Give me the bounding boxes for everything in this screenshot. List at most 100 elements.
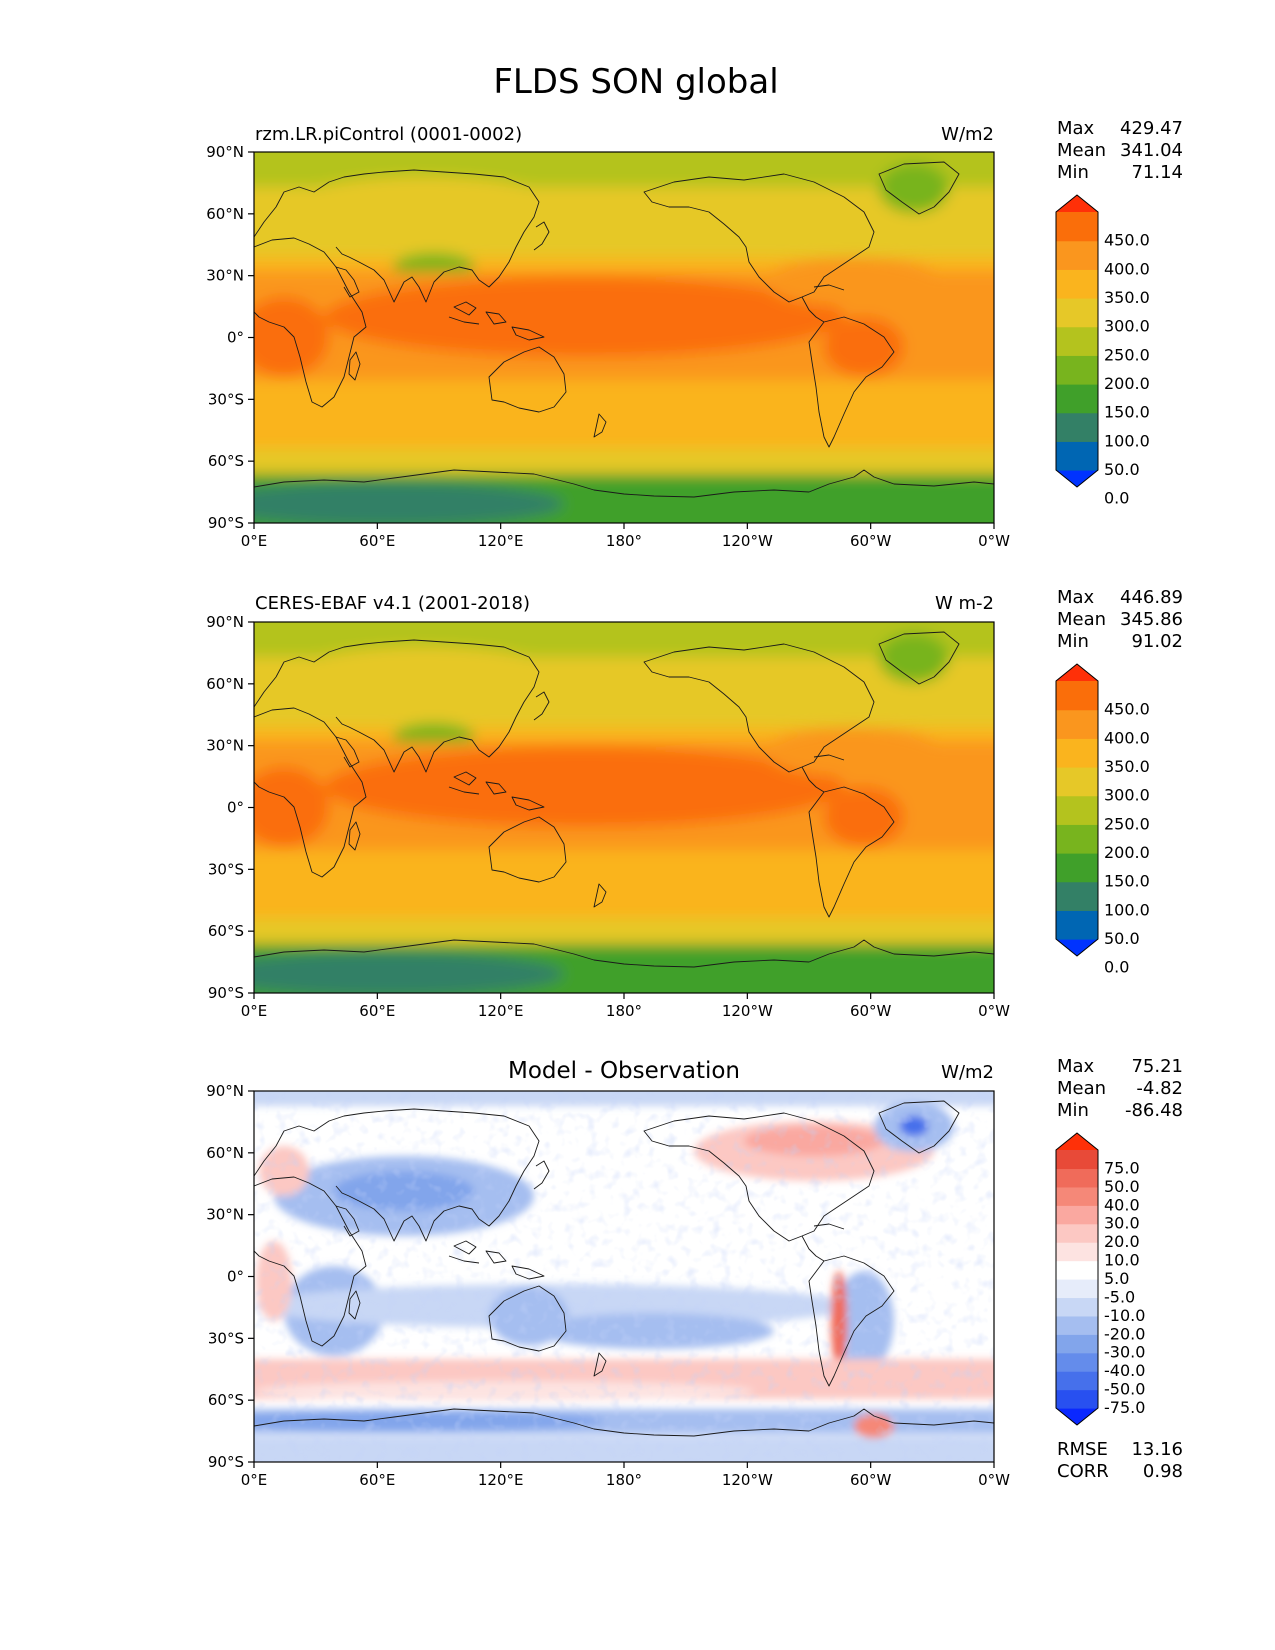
- lon-tick-label: 60°E: [359, 1471, 395, 1489]
- lon-tick-label: 0°W: [978, 1471, 1010, 1489]
- lat-tick-label: 0°: [227, 799, 244, 817]
- colorbar-outline: [1055, 194, 1099, 488]
- lon-tick-label: 60°E: [359, 532, 395, 550]
- panel-units: W/m2: [941, 124, 994, 145]
- lat-axis: 90°N 60°N 30°N 0° 30°S 60°S 90°S: [206, 143, 254, 532]
- lon-tick-label: 120°W: [722, 1002, 773, 1020]
- panel-left-title: rzm.LR.piControl (0001-0002): [255, 124, 522, 145]
- colorbar-label: -75.0: [1104, 1398, 1145, 1417]
- colorbar-segment: [1056, 355, 1098, 385]
- colorbar-segment: [1056, 384, 1098, 414]
- colorbar: 450.0 400.0 350.0 300.0 250.0 200.0 150.0 100.0…: [1055, 194, 1150, 508]
- stat-max-label: Max: [1057, 1056, 1095, 1077]
- colorbar-outline: [1055, 663, 1099, 957]
- colorbar-label: 0.0: [1104, 958, 1129, 977]
- colorbar-label: 250.0: [1104, 345, 1150, 364]
- figure-title: FLDS SON global: [493, 62, 778, 102]
- lat-tick-label: 60°S: [208, 922, 244, 940]
- lon-tick-label: 60°W: [850, 1002, 892, 1020]
- stats-block: Max 429.47 Mean 341.04 Min 71.14: [1057, 118, 1183, 183]
- lon-tick-label: 120°E: [478, 1002, 524, 1020]
- colorbar-segment: [1056, 1389, 1098, 1409]
- colorbar-segment: [1056, 1168, 1098, 1188]
- lat-tick-label: 30°S: [208, 390, 244, 408]
- lat-tick-label: 30°N: [206, 267, 244, 285]
- colorbar-extend-low: [1056, 470, 1098, 487]
- skill-block: RMSE 13.16 CORR 0.98: [1057, 1439, 1183, 1482]
- colorbar-segment: [1056, 212, 1098, 242]
- map-field: [254, 1071, 994, 1476]
- colorbar-label: 150.0: [1104, 403, 1150, 422]
- colorbar-segment: [1056, 1260, 1098, 1280]
- lat-tick-label: 60°N: [206, 205, 244, 223]
- lon-tick-label: 0°E: [241, 1471, 268, 1489]
- lat-tick-label: 30°N: [206, 737, 244, 755]
- lon-tick-label: 0°E: [241, 1002, 268, 1020]
- colorbar-segment: [1056, 240, 1098, 270]
- colorbar-segment: [1056, 1223, 1098, 1243]
- colorbar-label: -20.0: [1104, 1324, 1145, 1343]
- colorbar-segment: [1056, 1334, 1098, 1354]
- panel-model: rzm.LR.piControl (0001-0002) W/m2 90°N 60…: [206, 118, 1183, 550]
- colorbar-label: 350.0: [1104, 757, 1150, 776]
- panel-units: W m-2: [935, 593, 994, 614]
- colorbar-segment: [1056, 1315, 1098, 1335]
- lat-tick-label: 60°N: [206, 1144, 244, 1162]
- colorbar-label: 75.0: [1104, 1158, 1140, 1177]
- colorbar-segment: [1056, 1205, 1098, 1225]
- colorbar-label: 30.0: [1104, 1214, 1140, 1233]
- lon-tick-label: 180°: [606, 532, 642, 550]
- colorbar-segment: [1056, 441, 1098, 471]
- map-field: [254, 602, 994, 1014]
- colorbar-label: 200.0: [1104, 374, 1150, 393]
- stat-min-value: 91.02: [1131, 631, 1183, 652]
- colorbar-segment: [1056, 1352, 1098, 1372]
- map-field: [254, 132, 994, 544]
- colorbar-label: 5.0: [1104, 1269, 1129, 1288]
- lat-tick-label: 60°S: [208, 1391, 244, 1409]
- lat-tick-label: 30°S: [208, 1329, 244, 1347]
- rmse-label: RMSE: [1057, 1439, 1108, 1460]
- lon-tick-label: 60°E: [359, 1002, 395, 1020]
- colorbar-extend-low: [1056, 939, 1098, 956]
- corr-label: CORR: [1057, 1461, 1109, 1482]
- colorbar-segment: [1056, 881, 1098, 911]
- lon-tick-label: 0°W: [978, 1002, 1010, 1020]
- colorbar-segment: [1056, 269, 1098, 299]
- stat-max-value: 75.21: [1131, 1056, 1183, 1077]
- colorbar-label: -50.0: [1104, 1380, 1145, 1399]
- lat-tick-label: 60°S: [208, 452, 244, 470]
- colorbar-label: 150.0: [1104, 872, 1150, 891]
- stat-min-label: Min: [1057, 631, 1089, 652]
- colorbar-label: 50.0: [1104, 460, 1140, 479]
- stat-mean-label: Mean: [1057, 140, 1106, 161]
- stat-mean-value: 345.86: [1120, 609, 1183, 630]
- colorbar-segment: [1056, 795, 1098, 825]
- lon-tick-label: 60°W: [850, 1471, 892, 1489]
- stat-min-label: Min: [1057, 1100, 1089, 1121]
- colorbar-extend-high: [1056, 195, 1098, 212]
- colorbar-label: 450.0: [1104, 231, 1150, 250]
- colorbar-segment: [1056, 910, 1098, 940]
- colorbar-label: 50.0: [1104, 929, 1140, 948]
- lat-tick-label: 90°S: [208, 514, 244, 532]
- stat-min-value: -86.48: [1125, 1100, 1183, 1121]
- lon-tick-label: 120°E: [478, 532, 524, 550]
- stat-max-label: Max: [1057, 587, 1095, 608]
- colorbar-segment: [1056, 1371, 1098, 1391]
- colorbar-label: 450.0: [1104, 700, 1150, 719]
- colorbar-label: 200.0: [1104, 843, 1150, 862]
- stat-mean-label: Mean: [1057, 609, 1106, 630]
- lon-tick-label: 180°: [606, 1471, 642, 1489]
- colorbar-label: 350.0: [1104, 288, 1150, 307]
- colorbar-outline: [1055, 1132, 1099, 1426]
- colorbar-segment: [1056, 681, 1098, 711]
- lat-tick-label: 90°N: [206, 1082, 244, 1100]
- stats-block: Max 75.21 Mean -4.82 Min -86.48: [1057, 1056, 1183, 1121]
- lat-tick-label: 0°: [227, 1268, 244, 1286]
- colorbar-segment: [1056, 1279, 1098, 1299]
- lon-tick-label: 0°E: [241, 532, 268, 550]
- colorbar-label: 100.0: [1104, 900, 1150, 919]
- colorbar-extend-low: [1056, 1408, 1098, 1425]
